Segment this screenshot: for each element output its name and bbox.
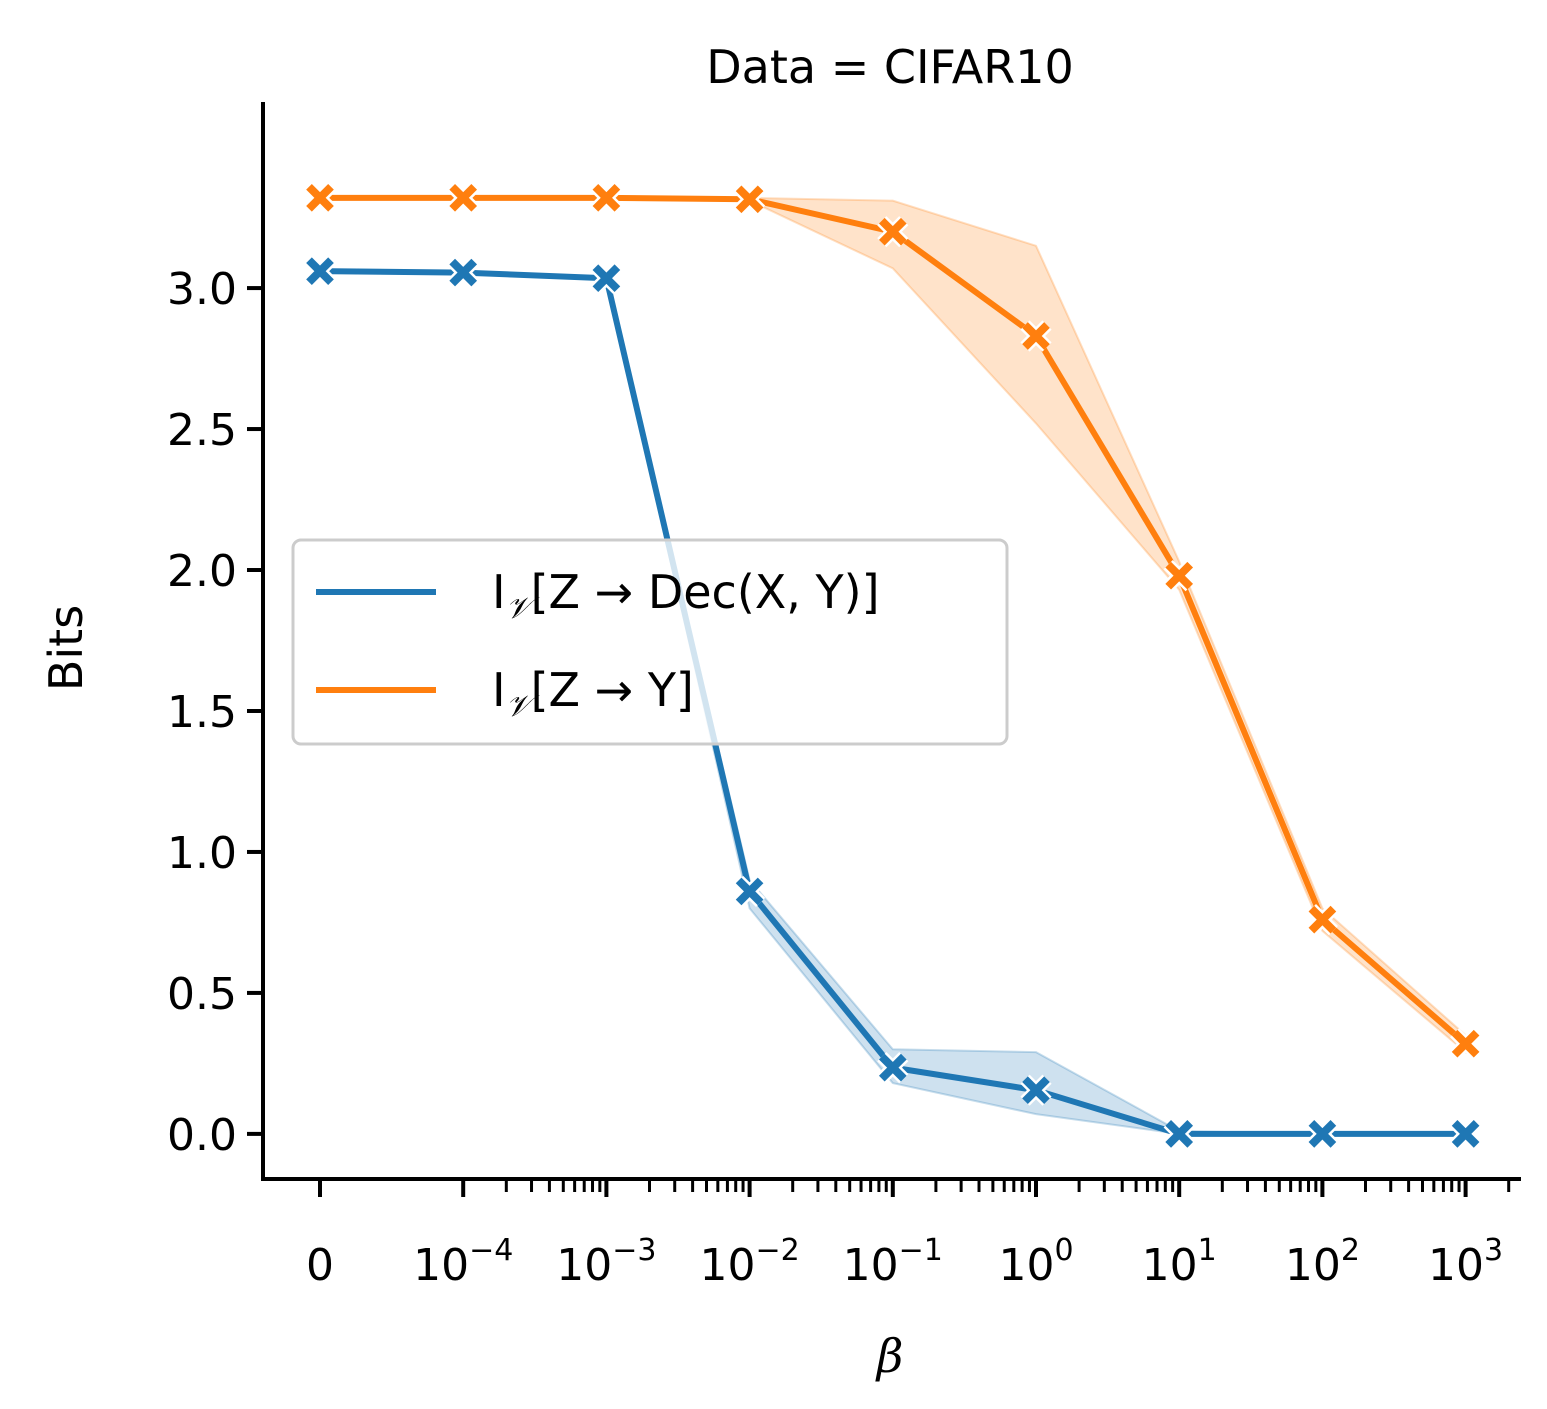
y-axis-label: Bits — [39, 605, 93, 691]
data-point — [304, 182, 336, 214]
x-tick-label: 0 — [306, 1240, 334, 1291]
chart-title: Data = CIFAR10 — [706, 40, 1074, 94]
y-tick-label: 2.0 — [167, 546, 237, 597]
y-tick-label: 0.5 — [167, 969, 237, 1020]
data-point — [1020, 320, 1052, 352]
data-point — [1450, 1028, 1482, 1060]
y-tick-label: 3.0 — [167, 264, 237, 315]
x-tick-label: 10−3 — [556, 1233, 656, 1291]
y-tick-label: 0.0 — [167, 1110, 237, 1161]
data-point — [1020, 1074, 1052, 1106]
data-point — [1450, 1118, 1482, 1150]
data-point — [734, 183, 766, 215]
data-point — [590, 262, 622, 294]
x-axis-label: β — [875, 1329, 904, 1383]
data-point — [304, 255, 336, 287]
data-point — [734, 875, 766, 908]
data-point — [447, 256, 479, 289]
x-tick-label: 10−4 — [413, 1233, 513, 1291]
data-point — [877, 216, 909, 248]
data-point — [877, 1052, 909, 1084]
data-point — [447, 182, 479, 214]
data-point — [590, 182, 622, 214]
x-tick-label: 101 — [1142, 1233, 1217, 1291]
series-markers — [304, 182, 1482, 1150]
data-point — [1306, 1118, 1338, 1150]
legend-entry: I𝒱[Z → Dec(X, Y)] — [316, 565, 880, 626]
data-point — [1163, 1118, 1195, 1150]
legend-entry: I𝒱[Z → Y] — [316, 663, 694, 724]
legend-label: I𝒱[Z → Y] — [492, 663, 694, 724]
legend-box — [291, 538, 1009, 746]
y-ticks: 0.0 0.5 1.0 1.5 2.0 2.5 3.0 — [167, 264, 263, 1161]
legend-label: I𝒱[Z → Dec(X, Y)] — [492, 565, 880, 626]
x-tick-label: 100 — [998, 1233, 1073, 1291]
x-tick-label: 10−1 — [843, 1233, 943, 1291]
x-tick-label: 10−2 — [699, 1233, 799, 1291]
legend: I𝒱[Z → Dec(X, Y)] I𝒱[Z → Y] — [291, 538, 1009, 746]
y-tick-label: 1.0 — [167, 828, 237, 879]
data-point — [1163, 560, 1195, 592]
x-tick-label: 102 — [1285, 1233, 1360, 1291]
data-point — [1306, 904, 1338, 936]
y-tick-label: 1.5 — [167, 687, 237, 738]
x-ticks: 0 10−4 10−3 10−2 10−1 100 101 102 103 — [306, 1179, 1511, 1291]
x-tick-label: 103 — [1428, 1233, 1503, 1291]
y-tick-label: 2.5 — [167, 405, 237, 456]
